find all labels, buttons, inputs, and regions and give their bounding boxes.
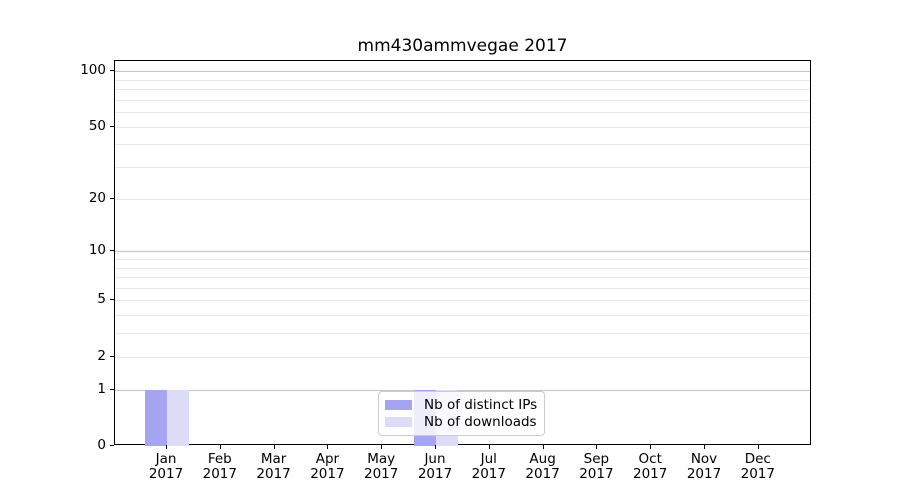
legend-swatch-distinct-ips: [385, 399, 412, 410]
legend-entry-distinct-ips: Nb of distinct IPs: [385, 396, 538, 414]
x-tick-label-may: May 2017: [351, 452, 411, 481]
minor-gridline-70: [115, 99, 810, 101]
minor-gridline-9: [115, 258, 810, 260]
minor-gridline-2: [115, 356, 810, 358]
bar-downloads-jan: [167, 389, 189, 446]
x-tick-month: Feb: [207, 451, 232, 467]
x-tick-year: 2017: [148, 465, 184, 482]
x-tick-jul: [488, 445, 490, 449]
y-tick-100: [110, 70, 114, 72]
x-tick-month: Jul: [480, 451, 497, 467]
minor-gridline-7: [115, 277, 810, 279]
y-tick-label-1: 1: [97, 380, 106, 397]
x-tick-label-feb: Feb 2017: [190, 452, 250, 481]
legend: Nb of distinct IPs Nb of downloads: [378, 391, 545, 436]
minor-gridline-90: [115, 79, 810, 81]
plot-area: Nb of distinct IPs Nb of downloads: [114, 60, 811, 446]
minor-gridline-30: [115, 167, 810, 169]
legend-label-distinct-ips: Nb of distinct IPs: [424, 396, 538, 413]
x-tick-month: Nov: [690, 451, 718, 467]
x-tick-year: 2017: [633, 465, 668, 482]
major-gridline-10: [115, 251, 810, 253]
chart-title: mm430ammvegae 2017: [357, 36, 568, 56]
minor-gridline-50: [115, 126, 810, 128]
x-tick-year: 2017: [471, 465, 506, 482]
x-tick-month: Dec: [744, 451, 771, 467]
x-tick-label-aug: Aug 2017: [513, 452, 573, 481]
minor-gridline-6: [115, 287, 810, 289]
y-tick-5: [110, 299, 114, 301]
x-tick-year: 2017: [417, 465, 453, 482]
x-tick-feb: [219, 445, 221, 449]
x-tick-apr: [327, 445, 329, 449]
x-tick-label-nov: Nov 2017: [674, 452, 734, 481]
legend-entry-downloads: Nb of downloads: [385, 414, 538, 432]
x-tick-nov: [704, 445, 705, 449]
major-gridline-1: [115, 389, 810, 391]
legend-swatch-downloads: [385, 417, 412, 428]
x-tick-mar: [273, 445, 275, 449]
x-tick-month: Jun: [424, 451, 446, 467]
x-tick-month: May: [367, 451, 396, 467]
x-tick-jun: [435, 445, 436, 449]
minor-gridline-80: [115, 89, 810, 91]
minor-gridline-3: [115, 333, 810, 335]
y-tick-label-10: 10: [88, 242, 106, 259]
x-tick-oct: [650, 445, 652, 449]
minor-gridline-60: [115, 112, 810, 114]
x-tick-aug: [542, 445, 544, 449]
x-tick-year: 2017: [740, 465, 775, 482]
y-tick-label-50: 50: [88, 117, 106, 134]
x-tick-month: Jan: [155, 451, 177, 467]
bar-distinct-ips-jan: [145, 389, 167, 446]
x-tick-label-apr: Apr 2017: [297, 452, 357, 481]
minor-gridline-40: [115, 144, 810, 146]
x-tick-year: 2017: [525, 465, 560, 482]
x-tick-year: 2017: [686, 465, 722, 482]
y-tick-20: [110, 197, 114, 199]
y-tick-50: [110, 125, 114, 127]
y-tick-label-2: 2: [97, 347, 106, 364]
x-tick-jan: [166, 445, 167, 449]
x-tick-month: Oct: [638, 451, 662, 467]
x-tick-may: [381, 445, 383, 449]
x-tick-year: 2017: [202, 465, 237, 482]
x-tick-month: Sep: [583, 451, 610, 467]
x-tick-year: 2017: [310, 465, 345, 482]
x-tick-sep: [596, 445, 598, 449]
x-tick-year: 2017: [364, 465, 399, 482]
x-tick-label-jan: Jan 2017: [136, 452, 196, 481]
major-gridline-100: [115, 71, 810, 73]
y-tick-label-0: 0: [97, 437, 106, 453]
y-tick-0: [110, 445, 114, 446]
y-tick-label-20: 20: [88, 189, 106, 206]
x-tick-label-sep: Sep 2017: [566, 452, 626, 481]
y-tick-label-100: 100: [80, 62, 106, 79]
x-tick-month: Aug: [529, 451, 556, 467]
y-tick-label-5: 5: [97, 291, 106, 308]
x-tick-month: Mar: [260, 451, 287, 467]
minor-gridline-4: [115, 315, 810, 317]
y-tick-1: [110, 388, 114, 390]
x-tick-year: 2017: [579, 465, 614, 482]
x-tick-label-mar: Mar 2017: [244, 452, 304, 481]
minor-gridline-8: [115, 267, 810, 269]
x-tick-year: 2017: [256, 465, 291, 482]
legend-label-downloads: Nb of downloads: [424, 414, 537, 431]
y-tick-10: [110, 250, 114, 252]
x-tick-label-jul: Jul 2017: [459, 452, 519, 481]
x-tick-label-oct: Oct 2017: [620, 452, 680, 481]
minor-gridline-5: [115, 300, 810, 302]
x-tick-dec: [757, 445, 759, 449]
x-tick-month: Apr: [315, 451, 340, 467]
x-tick-label-dec: Dec 2017: [728, 452, 788, 481]
minor-gridline-20: [115, 198, 810, 200]
y-tick-2: [110, 355, 114, 357]
x-tick-label-jun: Jun 2017: [405, 452, 465, 481]
